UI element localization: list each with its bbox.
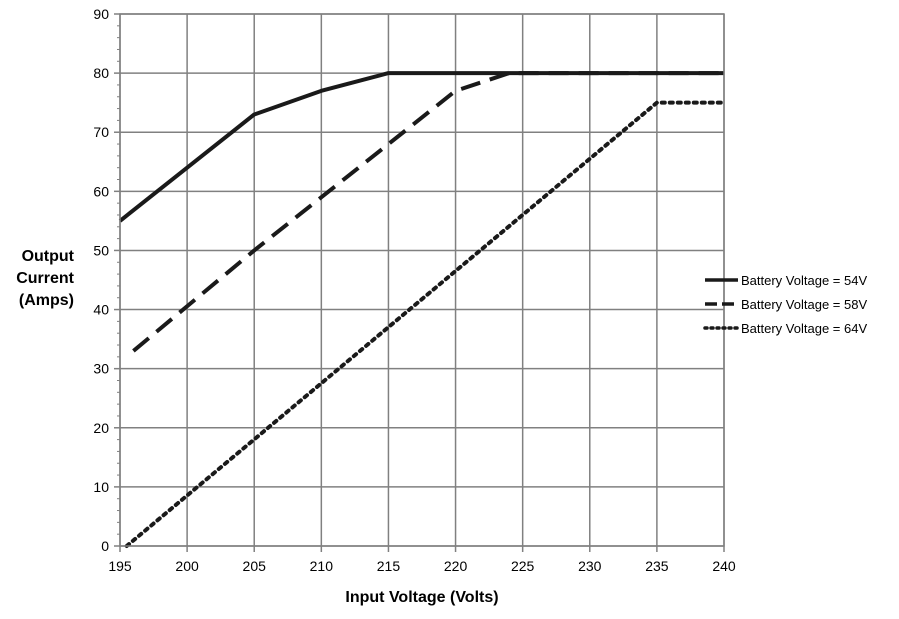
x-tick-label: 220 — [444, 558, 468, 574]
x-tick-label: 200 — [175, 558, 199, 574]
legend: Battery Voltage = 54V Battery Voltage = 5… — [703, 273, 867, 336]
y-tick-label: 40 — [93, 302, 109, 318]
y-axis-title-line: Output — [22, 248, 75, 265]
x-tick-label: 235 — [645, 558, 669, 574]
y-tick-label: 0 — [101, 538, 109, 554]
tick-labels: 195 200 205 210 215 220 225 230 235 240 0 10 20 30 40 5… — [93, 6, 735, 574]
y-axis-title-line: (Amps) — [19, 292, 74, 309]
series-line-3 — [124, 100, 726, 548]
y-tick-label: 60 — [93, 183, 109, 199]
plot-area — [120, 14, 724, 546]
x-tick-label: 210 — [310, 558, 334, 574]
series-line-1 — [118, 71, 724, 223]
y-tick-label: 30 — [93, 361, 109, 377]
x-tick-label: 215 — [377, 558, 401, 574]
y-tick-label: 90 — [93, 6, 109, 22]
y-axis-title-line: Current — [16, 270, 74, 287]
legend-label-3: Battery Voltage = 64V — [741, 321, 867, 336]
x-tick-label: 240 — [712, 558, 736, 574]
x-tick-label: 225 — [511, 558, 535, 574]
y-tick-label: 80 — [93, 65, 109, 81]
x-tick-label: 205 — [243, 558, 267, 574]
legend-label-2: Battery Voltage = 58V — [741, 297, 867, 312]
x-tick-label: 230 — [578, 558, 602, 574]
y-tick-label: 10 — [93, 479, 109, 495]
y-tick-label: 70 — [93, 124, 109, 140]
y-tick-label: 50 — [93, 242, 109, 258]
y-axis-title: Output Current (Amps) — [16, 248, 74, 309]
legend-label-1: Battery Voltage = 54V — [741, 273, 867, 288]
series-group — [118, 71, 726, 548]
series-line-2 — [132, 71, 724, 353]
x-tick-label: 195 — [108, 558, 132, 574]
x-axis-title: Input Voltage (Volts) — [345, 589, 498, 606]
y-tick-label: 20 — [93, 420, 109, 436]
